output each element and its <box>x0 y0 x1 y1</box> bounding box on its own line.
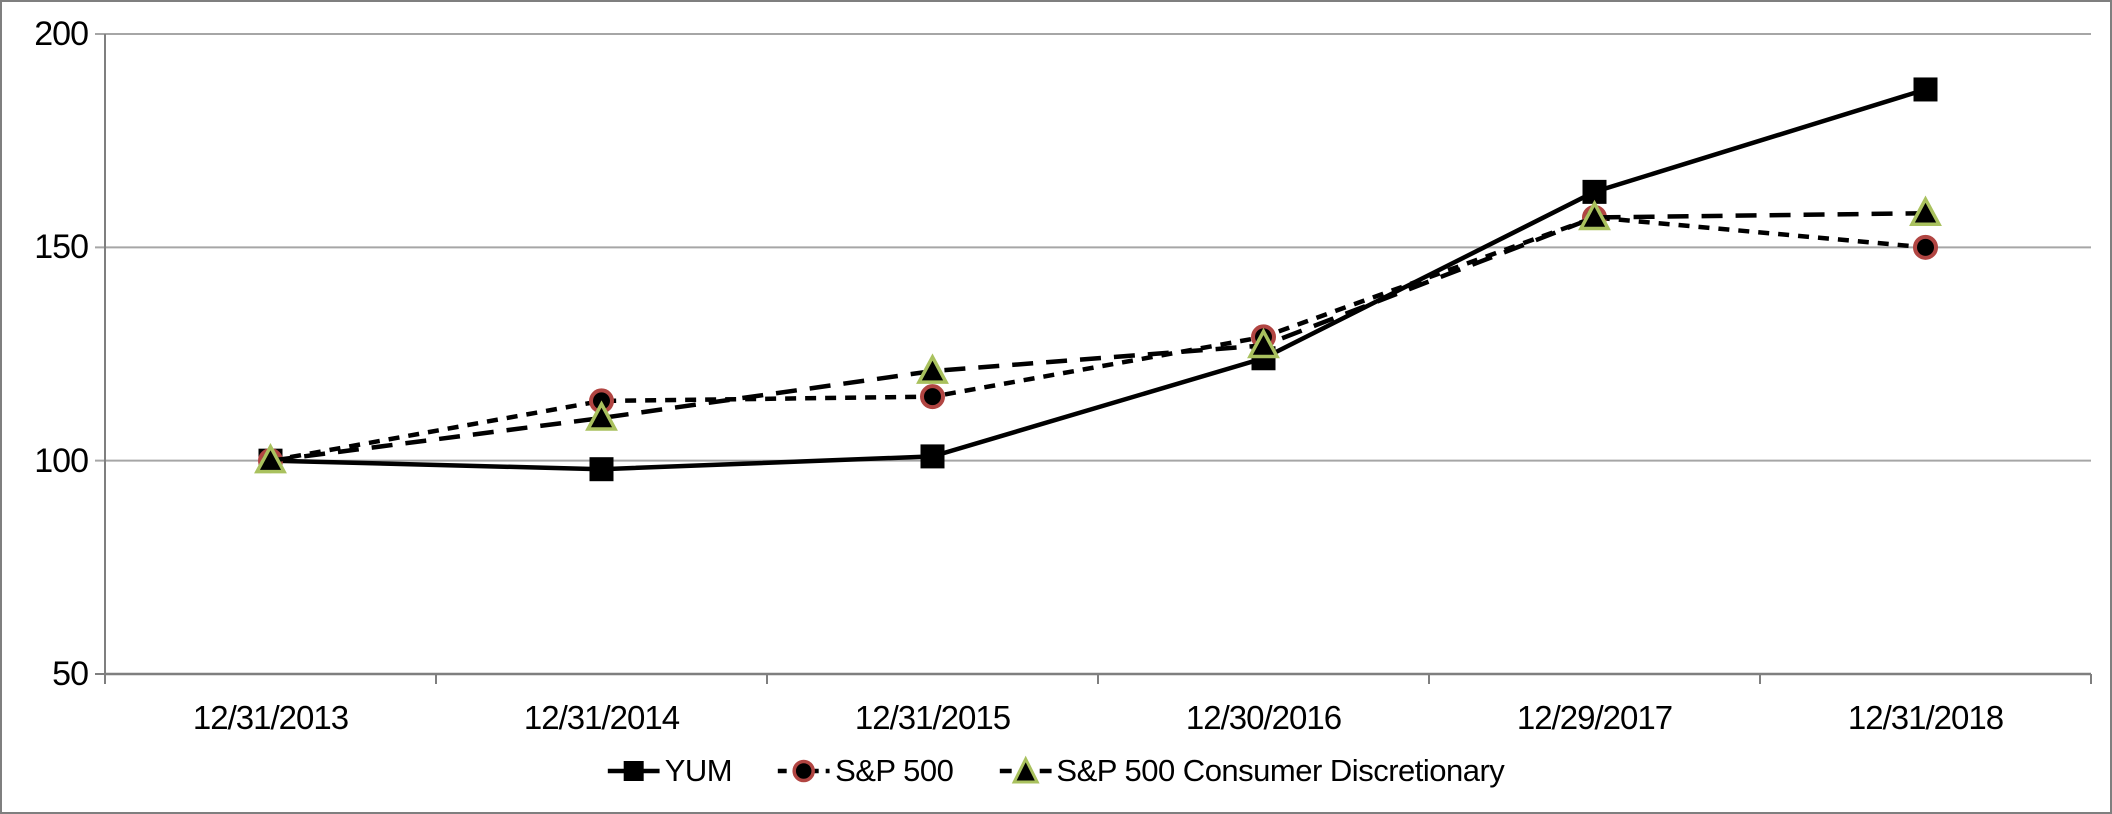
marker-triangle <box>1247 327 1280 359</box>
legend-item: YUM <box>607 753 733 788</box>
x-tick-label: 12/30/2016 <box>1185 699 1342 736</box>
marker-square <box>589 457 614 482</box>
marker-triangle <box>254 442 287 474</box>
legend-swatch-circle-icon <box>778 759 831 783</box>
legend-swatch-triangle-icon <box>999 755 1052 784</box>
x-tick-label: 12/29/2017 <box>1516 699 1673 736</box>
marker-triangle <box>916 353 949 384</box>
marker-circle <box>920 384 945 410</box>
marker-square <box>920 444 945 469</box>
x-tick-label: 12/31/2015 <box>854 699 1011 736</box>
legend-label: S&P 500 <box>835 753 954 788</box>
x-tick-label: 12/31/2018 <box>1847 699 2004 736</box>
y-tick-label: 200 <box>34 15 89 53</box>
series-line-1 <box>270 215 1926 463</box>
y-tick-label: 50 <box>52 655 89 693</box>
y-tick-label: 100 <box>34 441 89 480</box>
marker-circle <box>1913 234 1938 260</box>
marker-triangle <box>1909 195 1942 226</box>
legend-label: YUM <box>664 753 733 788</box>
marker-square <box>1582 179 1607 204</box>
marker-triangle <box>585 400 618 431</box>
legend-swatch-square-icon <box>607 761 660 781</box>
x-tick-label: 12/31/2014 <box>523 699 680 736</box>
legend-item: S&P 500 Consumer Discretionary <box>999 753 1505 788</box>
chart-legend: YUM S&P 500 S&P 500 Consumer Discretionary <box>607 753 1505 788</box>
series-line-2 <box>270 210 1926 463</box>
marker-square <box>1913 77 1938 102</box>
legend-item: S&P 500 <box>778 753 954 788</box>
legend-label: S&P 500 Consumer Discretionary <box>1056 753 1505 788</box>
y-tick-label: 150 <box>34 228 89 267</box>
x-tick-label: 12/31/2013 <box>192 699 349 736</box>
series-line-0 <box>270 87 1927 472</box>
marker-triangle <box>1578 199 1611 231</box>
